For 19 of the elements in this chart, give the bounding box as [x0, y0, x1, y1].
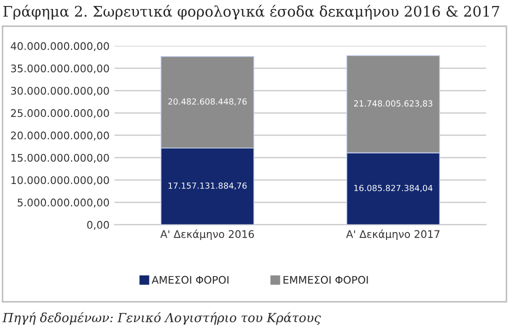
data-label: 17.157.131.884,76 — [168, 182, 247, 190]
y-tick-label: 5.000.000.000,00 — [18, 198, 109, 208]
chart-title: Γράφημα 2. Σωρευτικά φορολογικά έσοδα δεκαμήνου 2016 & 2017 — [3, 4, 500, 20]
x-tick-label: Α' Δεκάμηνο 2017 — [346, 230, 440, 240]
y-tick-label: 35.000.000.000,00 — [11, 64, 109, 74]
y-tick-label: 30.000.000.000,00 — [11, 86, 109, 96]
x-tick-label: Α' Δεκάμηνο 2016 — [160, 230, 254, 240]
data-label: 16.085.827.384,04 — [354, 184, 432, 192]
y-tick-label: 20.000.000.000,00 — [11, 132, 109, 140]
y-tick-label: 10.000.000.000,00 — [11, 176, 109, 186]
text: Πηγή δεδομένων: Γενικό Λογιστήριο του Κράτους — [2, 312, 321, 325]
y-tick-label: 40.000.000.000,00 — [10, 42, 109, 52]
legend-label: ΕΜΜΕΣΟΙ ΦΟΡΟΙ — [284, 276, 368, 284]
legend-label: ΑΜΕΣΟΙ ΦΟΡΟΙ — [152, 276, 228, 284]
data-label: 21.748.005.623,83 — [354, 100, 432, 108]
y-tick-label: 0,00 — [87, 220, 109, 230]
y-tick-label: 25.000.000.000,00 — [11, 109, 109, 118]
y-tick-label: 15.000.000.000,00 — [11, 154, 109, 163]
data-label: 20.482.608.448,76 — [168, 98, 247, 106]
